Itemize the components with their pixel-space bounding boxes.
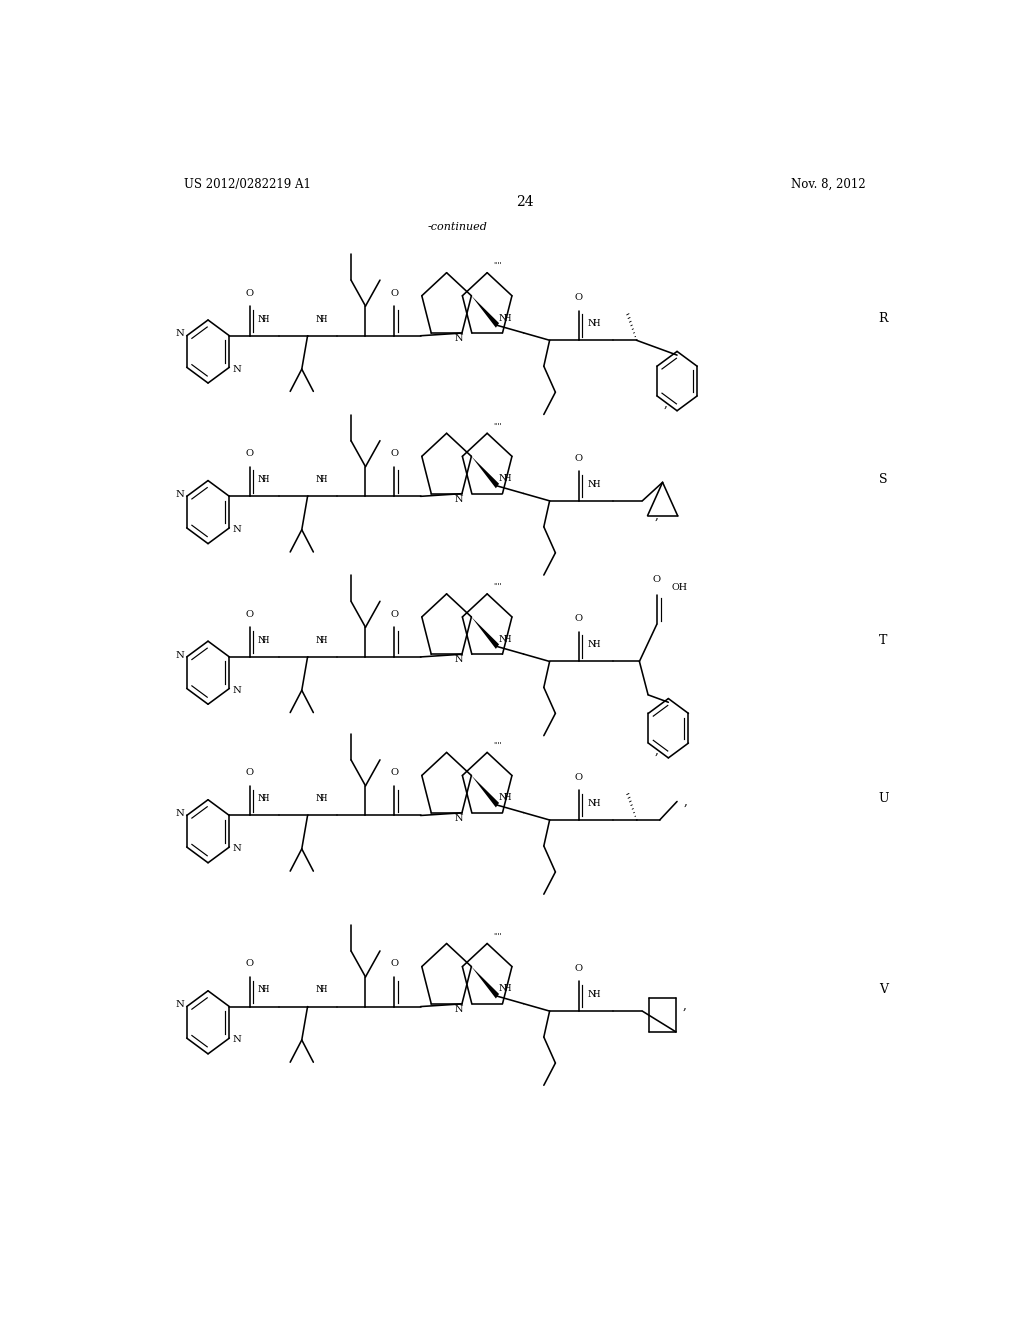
Text: H: H — [504, 474, 511, 483]
Text: O: O — [390, 289, 398, 297]
Text: N: N — [499, 635, 508, 644]
Text: H: H — [262, 475, 269, 484]
Text: N: N — [258, 475, 266, 484]
Text: N: N — [232, 525, 241, 535]
Text: ,: , — [664, 397, 668, 409]
Text: H: H — [504, 314, 511, 322]
Text: H: H — [319, 636, 328, 644]
Text: H: H — [592, 990, 600, 999]
Text: O: O — [390, 610, 398, 619]
Text: O: O — [574, 614, 583, 623]
Text: '''': '''' — [493, 261, 502, 269]
Text: N: N — [499, 985, 508, 994]
Text: '''': '''' — [493, 932, 502, 940]
Text: N: N — [499, 793, 508, 803]
Text: O: O — [574, 964, 583, 973]
Text: O: O — [574, 454, 583, 463]
Text: N: N — [175, 490, 184, 499]
Text: '''': '''' — [493, 741, 502, 748]
Text: N: N — [258, 636, 266, 644]
Text: T: T — [880, 634, 888, 647]
Text: H: H — [262, 314, 269, 323]
Text: H: H — [592, 319, 600, 329]
Polygon shape — [471, 457, 499, 488]
Text: R: R — [879, 313, 888, 326]
Polygon shape — [471, 775, 499, 808]
Text: H: H — [262, 795, 269, 804]
Text: N: N — [315, 636, 324, 644]
Text: OH: OH — [672, 582, 687, 591]
Text: ,: , — [655, 744, 658, 756]
Text: N: N — [232, 1035, 241, 1044]
Text: O: O — [652, 576, 660, 585]
Text: N: N — [455, 1005, 463, 1014]
Text: N: N — [455, 334, 463, 343]
Text: N: N — [588, 319, 596, 329]
Text: ,: , — [684, 795, 688, 808]
Text: '''': '''' — [493, 582, 502, 590]
Text: N: N — [455, 814, 463, 822]
Text: H: H — [319, 795, 328, 804]
Text: N: N — [175, 330, 184, 338]
Text: Nov. 8, 2012: Nov. 8, 2012 — [792, 178, 866, 191]
Text: N: N — [499, 314, 508, 322]
Text: O: O — [246, 449, 254, 458]
Text: H: H — [592, 799, 600, 808]
Text: O: O — [390, 960, 398, 969]
Text: N: N — [455, 655, 463, 664]
Text: N: N — [588, 479, 596, 488]
Text: O: O — [246, 289, 254, 297]
Text: N: N — [258, 985, 266, 994]
Text: O: O — [246, 610, 254, 619]
Text: -continued: -continued — [427, 222, 487, 232]
Text: U: U — [879, 792, 889, 805]
Text: ,: , — [654, 510, 658, 523]
Text: S: S — [880, 473, 888, 486]
Text: V: V — [879, 983, 888, 997]
Text: N: N — [455, 495, 463, 504]
Text: ,: , — [683, 999, 686, 1011]
Text: H: H — [504, 985, 511, 994]
Text: H: H — [592, 640, 600, 649]
Text: N: N — [315, 314, 324, 323]
Text: O: O — [390, 449, 398, 458]
Text: H: H — [319, 314, 328, 323]
Text: O: O — [574, 293, 583, 302]
Text: N: N — [499, 474, 508, 483]
Text: N: N — [175, 809, 184, 818]
Text: N: N — [232, 364, 241, 374]
Text: H: H — [262, 636, 269, 644]
Polygon shape — [471, 966, 499, 998]
Polygon shape — [471, 616, 499, 649]
Text: N: N — [232, 686, 241, 694]
Text: 24: 24 — [516, 194, 534, 209]
Text: O: O — [390, 768, 398, 777]
Text: O: O — [246, 768, 254, 777]
Text: '''': '''' — [493, 422, 502, 430]
Text: N: N — [588, 640, 596, 649]
Text: H: H — [592, 479, 600, 488]
Text: N: N — [232, 845, 241, 853]
Text: H: H — [319, 475, 328, 484]
Text: H: H — [262, 985, 269, 994]
Text: H: H — [319, 985, 328, 994]
Text: O: O — [574, 772, 583, 781]
Text: N: N — [258, 314, 266, 323]
Text: N: N — [588, 990, 596, 999]
Text: O: O — [246, 960, 254, 969]
Text: N: N — [258, 795, 266, 804]
Text: N: N — [175, 1001, 184, 1010]
Text: US 2012/0282219 A1: US 2012/0282219 A1 — [183, 178, 310, 191]
Polygon shape — [471, 296, 499, 327]
Text: H: H — [504, 635, 511, 644]
Text: N: N — [315, 795, 324, 804]
Text: N: N — [175, 651, 184, 660]
Text: H: H — [504, 793, 511, 803]
Text: N: N — [588, 799, 596, 808]
Text: N: N — [315, 475, 324, 484]
Text: N: N — [315, 985, 324, 994]
